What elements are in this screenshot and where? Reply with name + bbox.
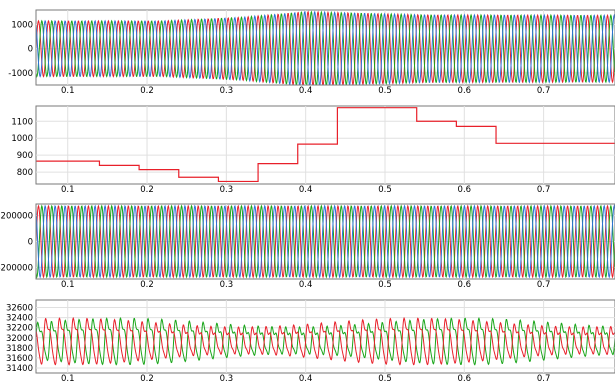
y-tick-label: 200000 [1,212,33,222]
x-tick-label: 0.1 [61,280,75,290]
x-tick-label: 0.3 [220,185,234,195]
y-tick-label: 31400 [6,364,33,374]
x-tick-label: 0.4 [299,86,313,96]
phase-3-trace [36,10,615,85]
x-tick-label: 0.6 [458,185,472,195]
x-tick-label: 0.1 [61,86,75,96]
x-tick-label: 0.7 [537,374,551,384]
y-tick-label: 32400 [6,314,33,324]
y-tick-label: 1000 [11,134,33,144]
x-tick-label: 0.2 [140,374,154,384]
y-tick-label: 31600 [6,354,33,364]
x-tick-label: 0.4 [299,185,313,195]
x-tick-label: 0.6 [458,280,472,290]
x-tick-label: 0.5 [378,86,392,96]
y-tick-label: 32600 [6,304,33,314]
x-tick-label: 0.2 [140,86,154,96]
x-tick-label: 0.3 [220,280,234,290]
phase-1-trace [36,204,615,279]
step-panel: 0.1 0.2 0.3 0.4 0.5 0.6 0.7 1100 1000 900 800 [11,105,615,195]
y-tick-label: 0 [28,45,33,55]
phase-2-trace [36,10,615,85]
ripple-trace-2 [36,316,615,366]
x-tick-label: 0.6 [458,374,472,384]
y-tick-label: 0 [28,238,33,248]
y-tick-label: 1100 [11,117,33,127]
x-tick-label: 0.7 [537,280,551,290]
x-tick-label: 0.5 [378,280,392,290]
x-tick-label: 0.1 [61,374,75,384]
phase-2-trace [36,204,615,279]
y-tick-label: 31800 [6,344,33,354]
x-tick-label: 0.5 [378,374,392,384]
y-tick-label: -200000 [0,263,33,273]
x-tick-label: 0.2 [140,280,154,290]
y-tick-label: 800 [17,168,33,178]
current-panel: 0.1 0.2 0.3 0.4 0.5 0.6 0.7 200000 0 -200000 [0,203,615,290]
x-tick-label: 0.7 [537,185,551,195]
x-tick-label: 0.3 [220,374,234,384]
ripple-trace-1 [36,317,615,366]
x-tick-label: 0.1 [61,185,75,195]
x-tick-label: 0.2 [140,185,154,195]
plot-area [35,105,615,185]
y-tick-label: 32200 [6,324,33,334]
ripple-panel: 0.1 0.2 0.3 0.4 0.5 0.6 0.7 3260032400322003200… [6,299,615,384]
y-tick-label: 900 [17,151,33,161]
phase-3-trace [36,204,615,279]
x-tick-label: 0.5 [378,185,392,195]
step-trace [36,107,615,183]
x-tick-label: 0.4 [299,280,313,290]
x-tick-label: 0.4 [299,374,313,384]
x-tick-label: 0.3 [220,86,234,96]
x-tick-label: 0.6 [458,86,472,96]
phase-1-trace [36,10,615,85]
y-tick-label: -1000 [8,69,33,79]
y-tick-label: 1000 [11,21,33,31]
y-tick-label: 32000 [6,334,33,344]
voltage-panel: 0.1 0.2 0.3 0.4 0.5 0.6 0.7 1000 0 -1000 [8,9,615,96]
x-tick-label: 0.7 [537,86,551,96]
